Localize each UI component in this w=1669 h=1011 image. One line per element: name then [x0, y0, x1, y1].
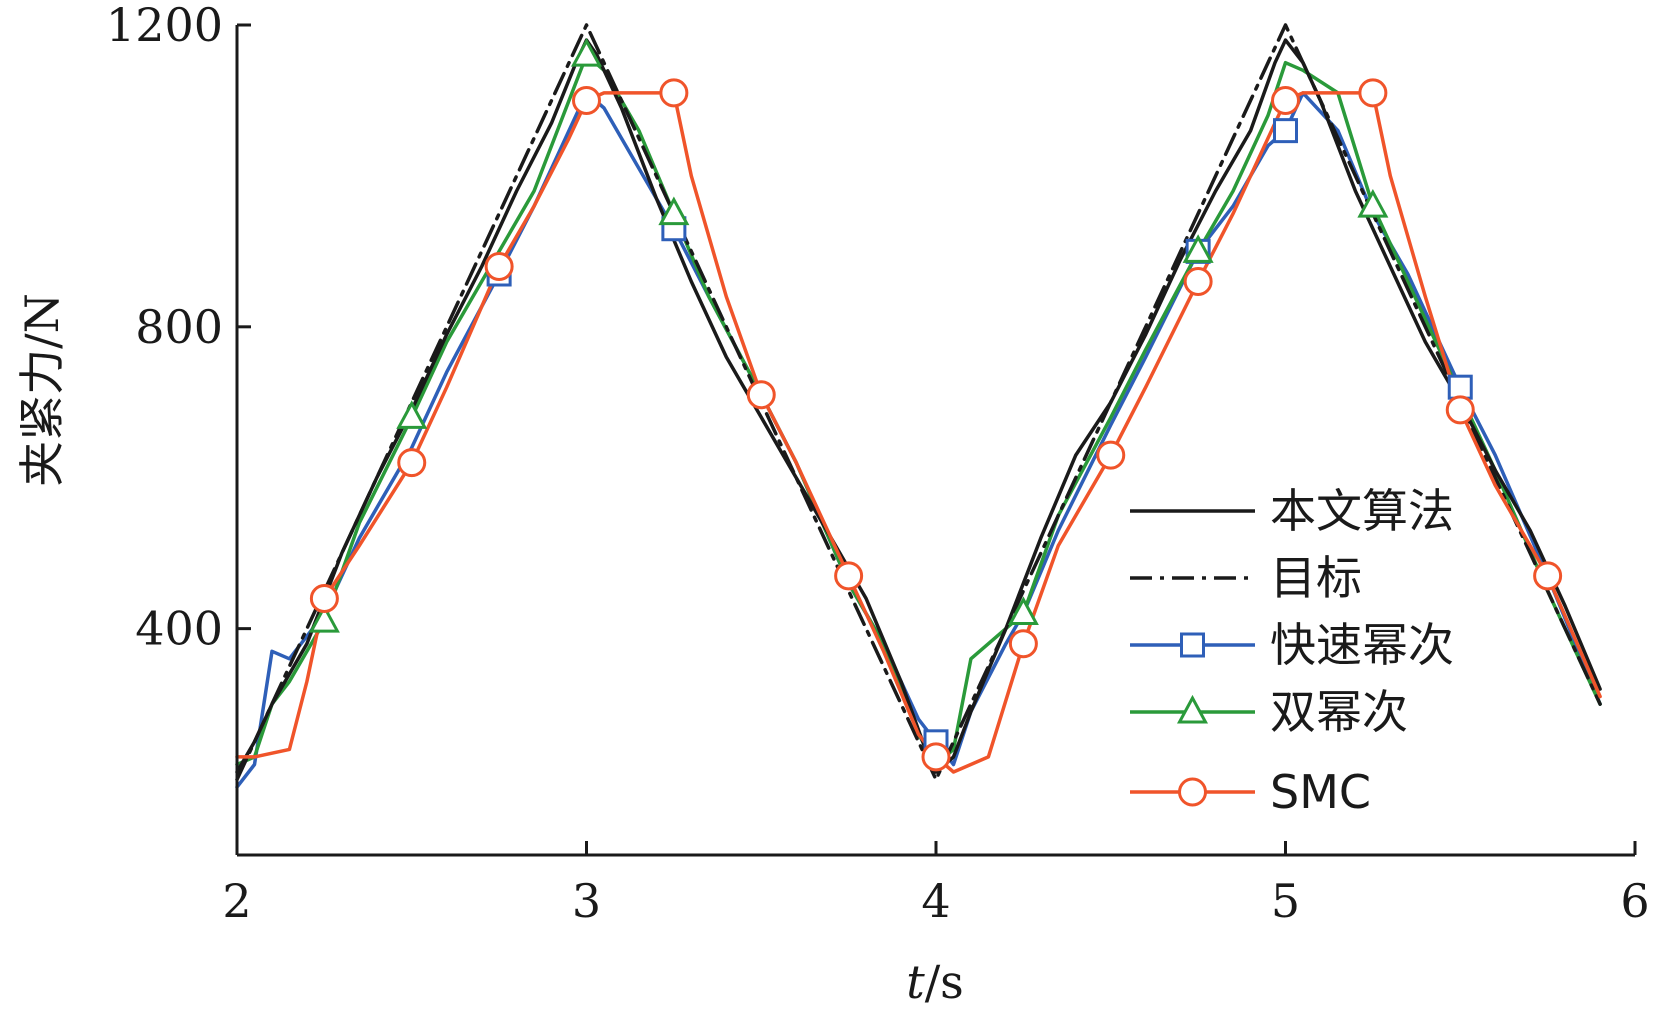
series-marker-3: [396, 400, 428, 429]
series-marker-4: [572, 85, 601, 115]
series-line-1: [235, 23, 1602, 782]
series-marker-4: [397, 448, 427, 478]
series-marker-4: [1533, 561, 1563, 591]
series-line-4: [235, 91, 1602, 774]
legend-label: 双幂次: [1270, 685, 1408, 739]
series-marker-4: [659, 78, 689, 108]
series-marker-3: [308, 603, 340, 633]
x-tick-label: 5: [1271, 874, 1300, 928]
series-marker-4: [1271, 85, 1300, 115]
series-marker-4: [1358, 78, 1388, 108]
x-axis-title-unit: /s: [925, 955, 964, 1009]
series-marker-3: [1357, 188, 1389, 218]
legend-swatch-marker: [1178, 777, 1207, 807]
series-marker-3: [1182, 234, 1214, 263]
series-marker-4: [834, 561, 864, 591]
tick-labels: 2 3 4 5 6 400 800 1200: [106, 0, 1650, 928]
x-tick-label: 6: [1620, 874, 1649, 928]
axes: [235, 23, 1637, 857]
y-tick-label: 400: [135, 602, 223, 656]
series-marker-4: [746, 380, 776, 410]
y-axis-title: 夹紧力/N: [15, 293, 69, 487]
series-marker-4: [309, 583, 339, 613]
legend-label: 本文算法: [1270, 484, 1454, 538]
series-marker-3: [1007, 596, 1039, 626]
series-marker-4: [1445, 395, 1475, 425]
y-tick-label: 1200: [106, 0, 223, 52]
series-marker-3: [658, 196, 690, 226]
x-axis-title-variable: t: [906, 955, 925, 1009]
legend-label: 快速幂次: [1270, 618, 1454, 672]
x-tick-label: 4: [921, 874, 950, 928]
plot-markers: [308, 38, 1563, 772]
series-marker-4: [1183, 267, 1213, 297]
series-marker-3: [570, 38, 603, 67]
series-marker-2: [1273, 118, 1298, 144]
y-tick-label: 800: [135, 300, 223, 354]
series-marker-4: [1008, 629, 1038, 659]
series-marker-4: [921, 742, 951, 772]
series-marker-2: [1447, 374, 1473, 400]
legend-swatch-marker: [1176, 694, 1209, 724]
x-tick-label: 2: [222, 874, 251, 928]
series-marker-4: [484, 251, 514, 281]
x-axis-title: t/s: [906, 955, 964, 1009]
x-tick-label: 3: [572, 874, 601, 928]
legend-label: 目标: [1270, 551, 1362, 605]
legend-swatch-marker: [1180, 632, 1205, 658]
legend-label: SMC: [1270, 765, 1371, 819]
series-line-2: [235, 91, 1602, 789]
series-marker-4: [1096, 440, 1126, 470]
